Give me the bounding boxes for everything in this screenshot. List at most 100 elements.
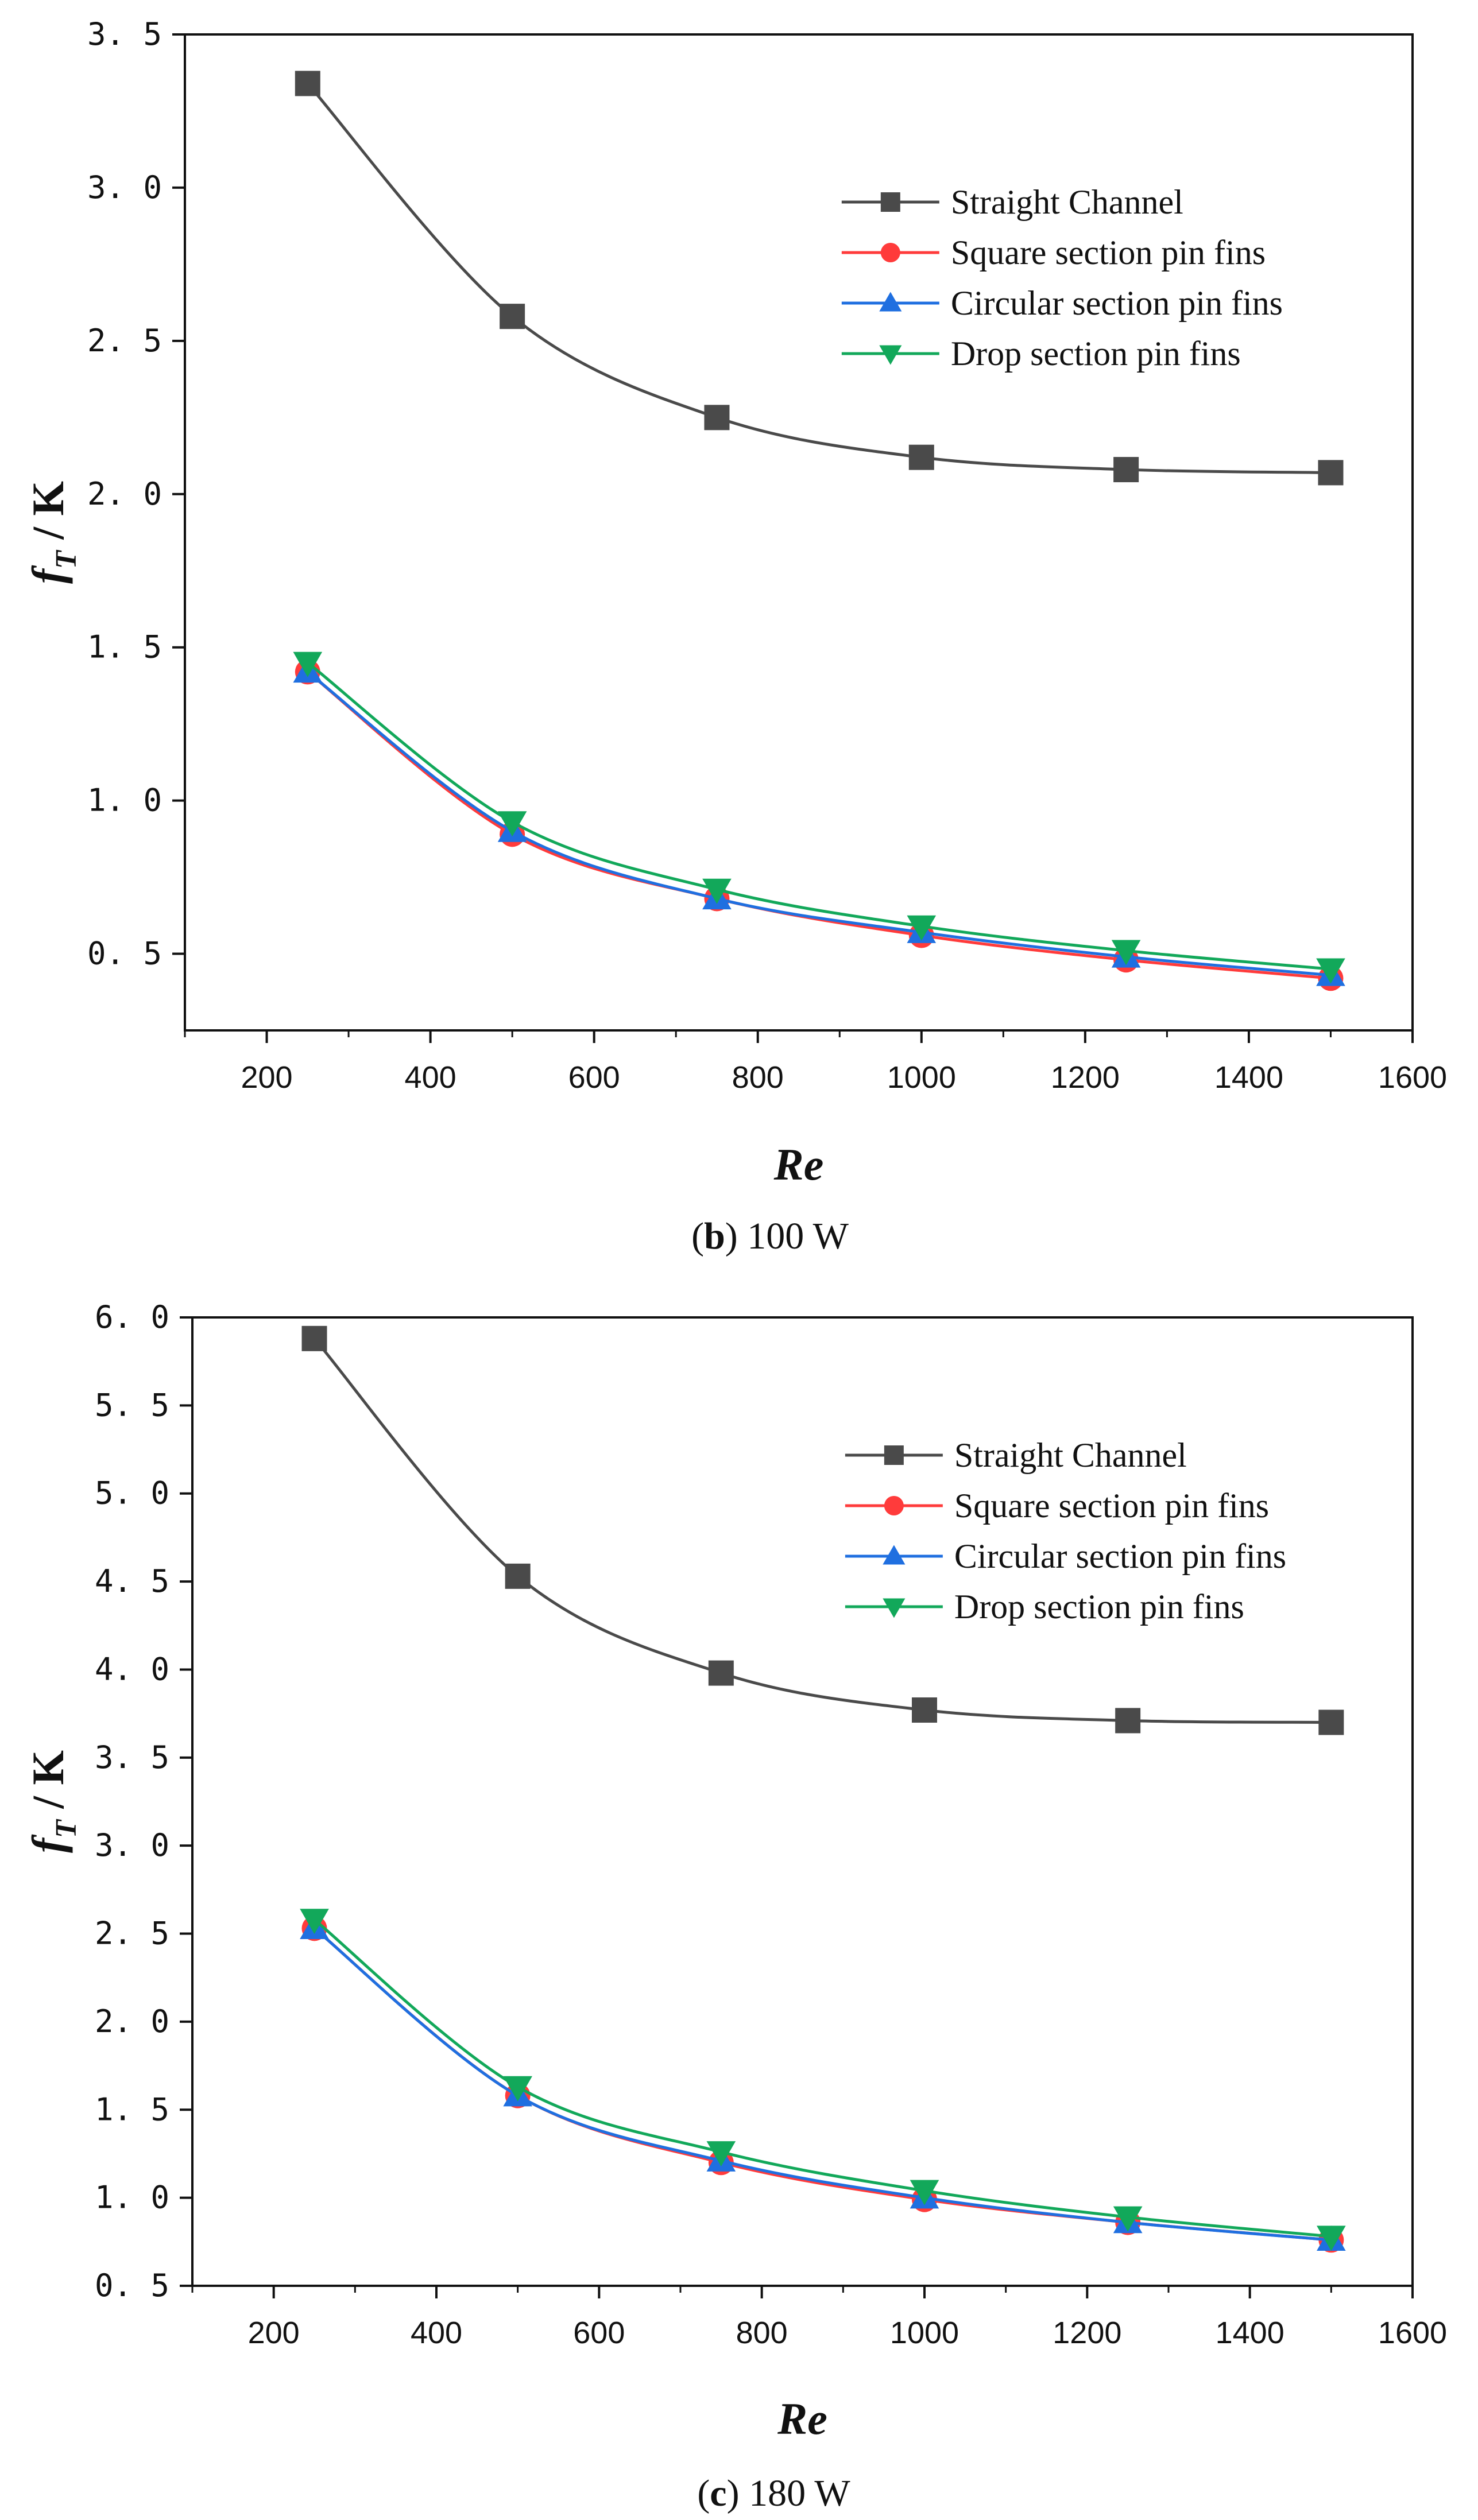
x-tick-label: 200 xyxy=(248,2316,300,2350)
y-axis-label-unit: / K xyxy=(23,481,73,551)
y-tick-label: 1. 5 xyxy=(95,2091,169,2127)
y-tick-label: 1. 0 xyxy=(87,782,162,819)
x-tick-label: 1000 xyxy=(890,2316,959,2350)
legend-label: Circular section pin fins xyxy=(954,1537,1286,1575)
legend-label: Straight Channel xyxy=(951,183,1183,221)
x-tick-label: 1200 xyxy=(1051,1060,1120,1095)
legend-label: Square section pin fins xyxy=(951,234,1266,272)
data-point xyxy=(497,811,527,837)
y-tick-label: 0. 5 xyxy=(87,936,162,972)
y-axis-label: fT / K xyxy=(23,1750,83,1853)
series-square xyxy=(295,71,1344,486)
y-tick-label: 4. 5 xyxy=(95,1563,169,1599)
legend-marker-square xyxy=(880,192,900,212)
data-point xyxy=(706,2141,736,2167)
series-line xyxy=(307,670,1331,980)
series-line xyxy=(313,1927,1332,2242)
y-tick-label: 1. 5 xyxy=(87,629,162,665)
legend-marker-circle xyxy=(884,1496,904,1515)
data-point xyxy=(1318,1709,1344,1735)
data-point xyxy=(1115,1708,1141,1734)
legend-marker-triangle-up xyxy=(879,292,902,312)
x-tick-label: 1600 xyxy=(1378,1060,1447,1095)
caption-text: 180 W xyxy=(740,2472,851,2514)
figure-caption: (b) 100 W xyxy=(691,1215,849,1257)
caption-close: ) xyxy=(725,1215,738,1257)
y-tick-label: 2. 5 xyxy=(87,323,162,359)
y-axis-label-sub: T xyxy=(50,1819,83,1838)
series-line xyxy=(307,661,1331,971)
y-tick-label: 2. 5 xyxy=(95,1916,169,1952)
legend-marker-square xyxy=(884,1445,904,1465)
series-triangle-up xyxy=(293,657,1345,986)
series-line xyxy=(313,1337,1332,1724)
y-tick-label: 3. 5 xyxy=(87,16,162,52)
data-point xyxy=(910,2180,939,2205)
legend: Straight Channel Square section pin fins C… xyxy=(845,1436,1286,1626)
series-square xyxy=(301,1325,1344,1735)
data-point xyxy=(1318,460,1344,486)
series-circle xyxy=(301,1916,1344,2253)
series-triangle-down xyxy=(300,1909,1346,2251)
legend-label: Circular section pin fins xyxy=(951,284,1283,322)
legend-marker-triangle-up xyxy=(883,1545,906,1565)
plot-frame xyxy=(184,33,1414,1032)
figure-caption: (c) 180 W xyxy=(697,2472,850,2514)
data-point xyxy=(301,1325,327,1351)
caption-letter: b xyxy=(704,1215,725,1257)
data-point xyxy=(1111,940,1141,966)
y-tick-label: 1. 0 xyxy=(95,2180,169,2216)
y-axis-label-sub: T xyxy=(50,549,83,569)
y-tick-label: 2. 0 xyxy=(87,476,162,512)
legend-label: Drop section pin fins xyxy=(951,335,1241,373)
y-tick-label: 3. 0 xyxy=(87,169,162,206)
legend-marker-circle xyxy=(880,243,900,262)
data-point xyxy=(503,2076,532,2102)
y-tick-label: 3. 5 xyxy=(95,1739,169,1775)
legend-label: Straight Channel xyxy=(954,1436,1187,1474)
data-point xyxy=(1113,457,1139,483)
y-tick-label: 6. 0 xyxy=(95,1299,169,1335)
series-line xyxy=(306,82,1331,474)
data-point xyxy=(702,878,732,904)
data-point xyxy=(1113,2206,1143,2232)
y-tick-label: 5. 5 xyxy=(95,1387,169,1423)
data-point xyxy=(908,444,934,470)
series-line xyxy=(313,1927,1332,2242)
x-tick-label: 1400 xyxy=(1216,2316,1284,2350)
x-tick-label: 400 xyxy=(405,1060,456,1095)
caption-open: ( xyxy=(691,1215,704,1257)
data-point xyxy=(912,1697,937,1723)
data-point xyxy=(295,71,320,96)
data-point xyxy=(500,304,525,329)
series-triangle-down xyxy=(293,652,1345,984)
x-tick-label: 400 xyxy=(411,2316,462,2350)
legend-marker-triangle-down xyxy=(883,1598,906,1618)
data-point xyxy=(300,1909,329,1934)
data-point xyxy=(907,915,937,941)
data-point xyxy=(1317,2226,1346,2251)
caption-text: 100 W xyxy=(738,1215,849,1257)
x-axis-label: Re xyxy=(773,1139,824,1189)
x-tick-label: 600 xyxy=(568,1060,620,1095)
legend-marker-triangle-down xyxy=(879,345,902,365)
series-line xyxy=(313,1918,1332,2238)
y-tick-label: 5. 0 xyxy=(95,1475,169,1511)
x-tick-label: 800 xyxy=(736,2316,788,2350)
x-tick-label: 1400 xyxy=(1214,1060,1283,1095)
x-tick-label: 600 xyxy=(573,2316,625,2350)
legend-label: Drop section pin fins xyxy=(954,1588,1244,1626)
plot-frame xyxy=(191,1316,1414,2287)
legend-label: Square section pin fins xyxy=(954,1487,1269,1525)
series-circle xyxy=(295,659,1344,991)
x-tick-label: 800 xyxy=(732,1060,784,1095)
caption-close: ) xyxy=(727,2472,740,2514)
caption-open: ( xyxy=(697,2472,710,2514)
series-triangle-up xyxy=(300,1914,1346,2251)
legend: Straight Channel Square section pin fins C… xyxy=(841,183,1283,373)
y-axis-label: fT / K xyxy=(23,481,83,584)
x-tick-label: 1200 xyxy=(1053,2316,1121,2350)
x-tick-label: 1000 xyxy=(887,1060,956,1095)
y-tick-label: 4. 0 xyxy=(95,1651,169,1687)
